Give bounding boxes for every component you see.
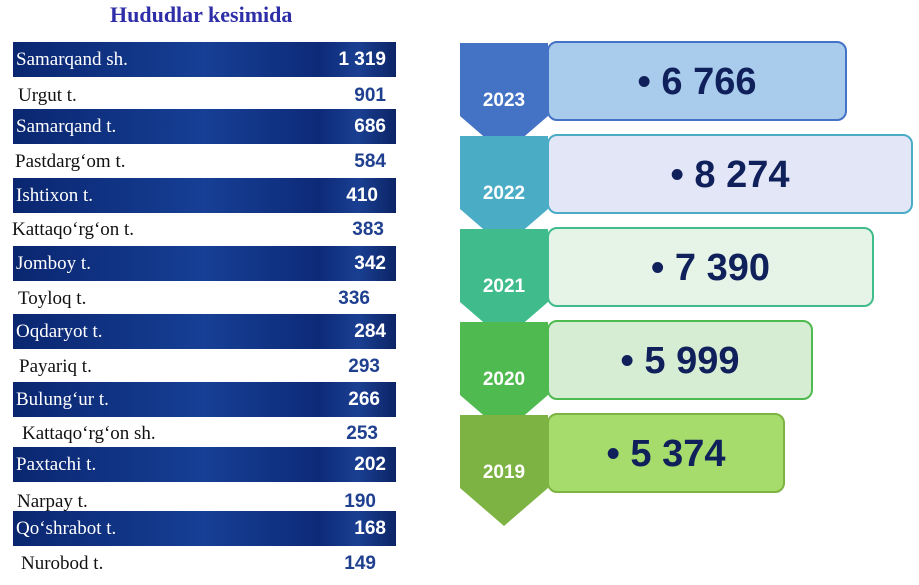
region-name: Oqdaryot t. — [16, 320, 103, 342]
region-value: 202 — [354, 453, 386, 475]
region-value: 190 — [344, 490, 376, 512]
year-value-label: • 5 999 — [621, 340, 740, 382]
region-value: 149 — [344, 552, 376, 574]
region-value: 901 — [354, 84, 386, 106]
region-row: Nurobod t. 149 — [13, 547, 396, 580]
year-value-bar — [547, 413, 785, 493]
year-label: 2023 — [483, 90, 525, 111]
region-name: Kattaqo‘rg‘on t. — [12, 218, 135, 240]
region-name: Toyloq t. — [18, 287, 87, 309]
region-value: 253 — [346, 422, 378, 444]
region-value: 383 — [352, 218, 384, 240]
region-row: Paxtachi t. 202 — [13, 447, 396, 482]
region-name: Urgut t. — [18, 84, 77, 106]
region-value: 410 — [346, 184, 378, 206]
region-value: 686 — [354, 115, 386, 137]
region-name: Pastdarg‘om t. — [15, 150, 126, 172]
region-value: 266 — [348, 388, 380, 410]
region-value: 168 — [354, 517, 386, 539]
region-row: Pastdarg‘om t. 584 — [13, 145, 396, 178]
year-label: 2020 — [483, 369, 525, 390]
region-row: Ishtixon t. 410 — [13, 178, 396, 213]
region-row: Samarqand sh. 1 319 — [13, 42, 396, 77]
regions-table: Samarqand sh. 1 319 Urgut t. 901 Samarqand t… — [0, 0, 400, 585]
region-value: 584 — [354, 150, 386, 172]
year-value-label: • 8 274 — [671, 154, 790, 196]
year-label: 2022 — [483, 183, 525, 204]
region-name: Samarqand t. — [16, 115, 117, 137]
region-value: 1 319 — [338, 48, 386, 70]
region-row: Narpay t. 190 — [13, 485, 396, 518]
region-value: 342 — [354, 252, 386, 274]
year-value-label: • 7 390 — [651, 247, 770, 289]
region-name: Paxtachi t. — [16, 453, 97, 475]
region-row: Oqdaryot t. 284 — [13, 314, 396, 349]
region-name: Kattaqo‘rg‘on sh. — [22, 422, 156, 444]
region-row: Kattaqo‘rg‘on sh. 253 — [13, 417, 396, 450]
region-row: Urgut t. 901 — [13, 79, 396, 112]
year-value-bar — [547, 320, 813, 400]
region-name: Ishtixon t. — [16, 184, 94, 206]
region-name: Nurobod t. — [21, 552, 104, 574]
region-name: Payariq t. — [19, 355, 92, 377]
year-chevron — [460, 43, 548, 154]
year-label: 2019 — [483, 462, 525, 483]
region-row: Payariq t. 293 — [13, 350, 396, 383]
year-value-bar — [547, 134, 913, 214]
year-chevron — [460, 229, 548, 340]
region-name: Qo‘shrabot t. — [16, 517, 117, 539]
page-title: Hududlar kesimida — [110, 2, 293, 27]
year-value-bar — [547, 227, 874, 307]
region-name: Jomboy t. — [16, 252, 91, 274]
region-row: Jomboy t. 342 — [13, 246, 396, 281]
region-name: Bulung‘ur t. — [16, 388, 109, 410]
region-name: Samarqand sh. — [16, 48, 128, 70]
year-label: 2021 — [483, 276, 526, 297]
year-value-label: • 5 374 — [607, 433, 726, 475]
region-value: 336 — [338, 287, 370, 309]
region-row: Samarqand t. 686 — [13, 109, 396, 144]
region-value: 293 — [348, 355, 380, 377]
year-chevron — [460, 136, 548, 247]
region-row: Kattaqo‘rg‘on t. 383 — [12, 213, 396, 246]
region-row: Toyloq t. 336 — [13, 282, 396, 315]
year-chevron — [460, 415, 548, 526]
region-row: Bulung‘ur t. 266 — [13, 382, 396, 417]
year-value-bar — [547, 41, 847, 121]
region-row: Qo‘shrabot t. 168 — [13, 511, 396, 546]
region-value: 284 — [354, 320, 386, 342]
year-value-label: • 6 766 — [638, 61, 757, 103]
region-name: Narpay t. — [17, 490, 88, 512]
year-chevron — [460, 322, 548, 433]
